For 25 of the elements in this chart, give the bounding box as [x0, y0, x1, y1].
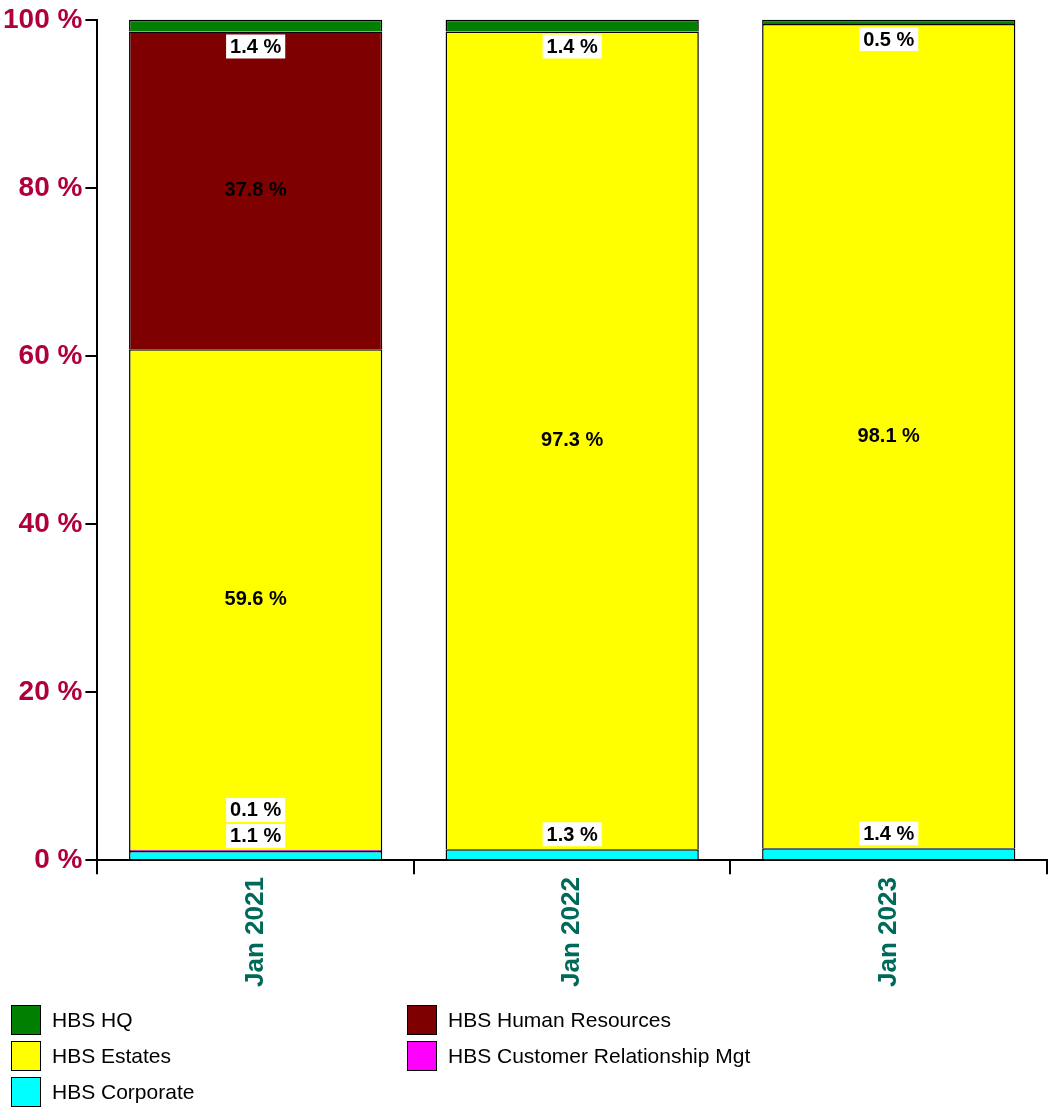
- x-tick-label: Jan 2023: [871, 877, 902, 988]
- data-label: 97.3 %: [541, 427, 604, 450]
- data-label: 98.1 %: [857, 423, 921, 446]
- data-label: 1.4 %: [546, 35, 598, 58]
- legend-label: HBS Customer Relationship Mgt: [448, 1044, 751, 1068]
- data-label: 0.1 %: [230, 798, 282, 821]
- y-tick-label: 20 %: [18, 674, 83, 706]
- data-label: 37.8 %: [224, 177, 288, 200]
- data-label: 1.4 %: [230, 35, 282, 58]
- data-label: 1.1 %: [230, 824, 282, 847]
- data-label: 1.3 %: [546, 822, 598, 845]
- y-tick-label: 0 %: [34, 842, 83, 874]
- legend-label: HBS HQ: [52, 1008, 133, 1032]
- legend-label: HBS Human Resources: [448, 1008, 671, 1032]
- data-label: 0.5 %: [863, 27, 915, 50]
- y-tick-label: 60 %: [18, 338, 83, 370]
- x-tick-label: Jan 2022: [555, 877, 586, 988]
- y-tick-label: 40 %: [18, 506, 83, 538]
- x-tick-label: Jan 2021: [238, 877, 269, 988]
- data-label: 1.4 %: [863, 821, 915, 844]
- legend-label: HBS Corporate: [52, 1080, 195, 1104]
- legend-label: HBS Estates: [52, 1044, 172, 1068]
- data-label: 59.6 %: [224, 587, 288, 610]
- y-tick-label: 80 %: [18, 170, 83, 202]
- y-tick-label: 100 %: [2, 2, 83, 34]
